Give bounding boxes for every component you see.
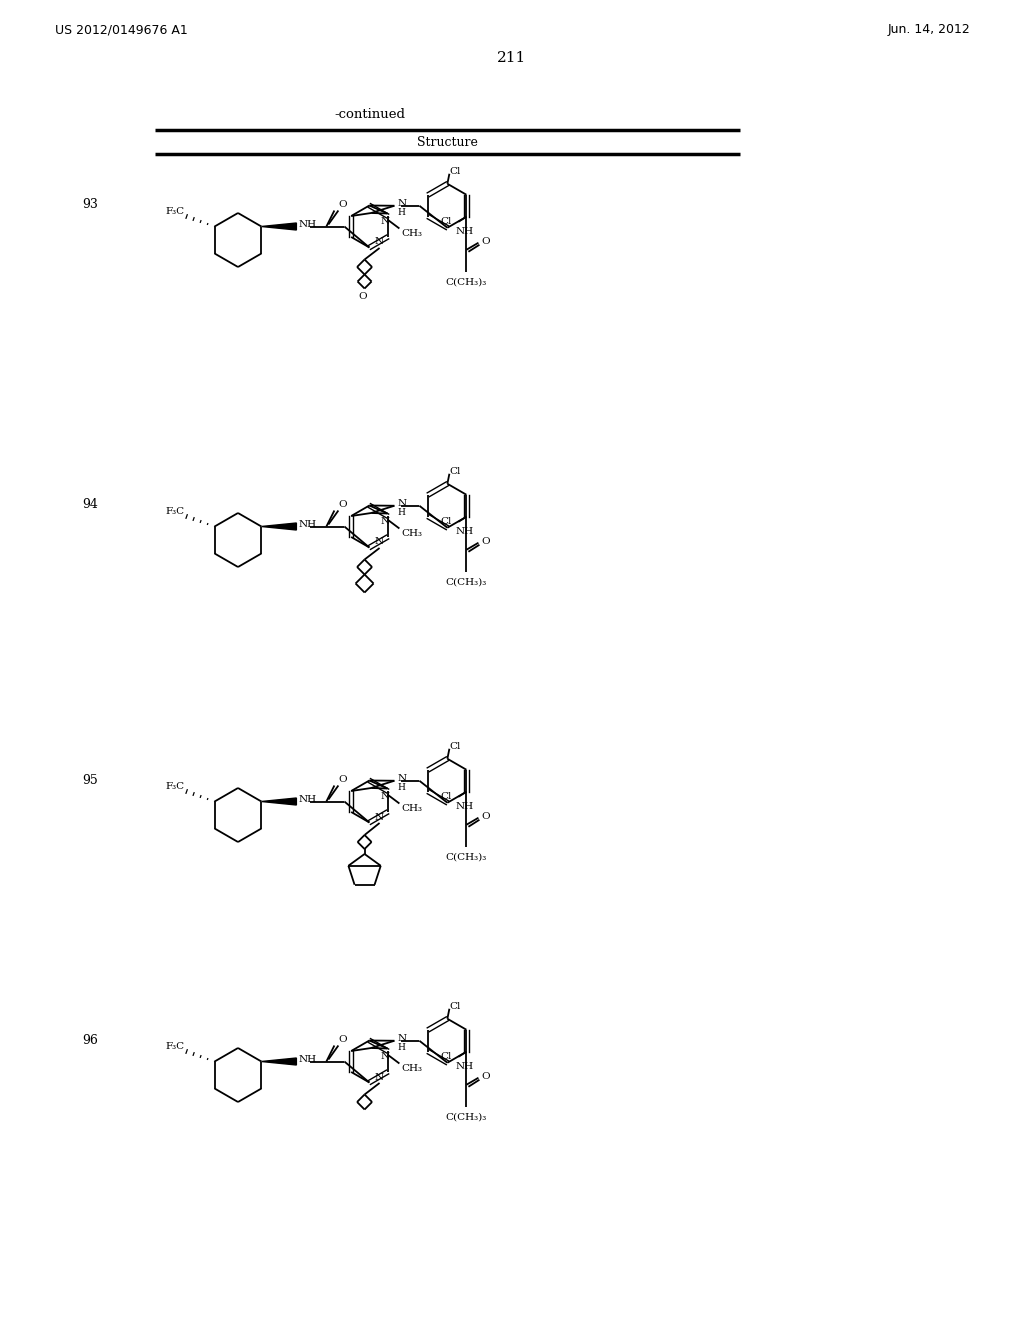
Text: NH: NH: [456, 1063, 473, 1072]
Text: C(CH₃)₃: C(CH₃)₃: [445, 277, 487, 286]
Text: N: N: [397, 1035, 407, 1043]
Text: O: O: [481, 537, 490, 546]
Text: O: O: [338, 1035, 347, 1044]
Text: US 2012/0149676 A1: US 2012/0149676 A1: [55, 24, 187, 37]
Text: NH: NH: [298, 220, 316, 228]
Text: 96: 96: [82, 1034, 98, 1047]
Text: C(CH₃)₃: C(CH₃)₃: [445, 1113, 487, 1121]
Text: N: N: [397, 199, 407, 209]
Text: 95: 95: [82, 774, 97, 787]
Polygon shape: [261, 223, 296, 230]
Text: N: N: [375, 1072, 384, 1081]
Text: N: N: [397, 499, 407, 508]
Text: CH₃: CH₃: [401, 804, 422, 813]
Text: N: N: [375, 238, 384, 247]
Polygon shape: [261, 1059, 296, 1065]
Text: CH₃: CH₃: [401, 1064, 422, 1073]
Text: Cl: Cl: [440, 218, 452, 226]
Polygon shape: [261, 799, 296, 805]
Text: CH₃: CH₃: [401, 228, 422, 238]
Text: Cl: Cl: [450, 742, 461, 751]
Text: 211: 211: [498, 51, 526, 65]
Text: N: N: [397, 775, 407, 783]
Text: O: O: [481, 238, 490, 247]
Text: C(CH₃)₃: C(CH₃)₃: [445, 853, 487, 861]
Text: N: N: [381, 216, 390, 226]
Text: 93: 93: [82, 198, 98, 211]
Text: N: N: [381, 517, 390, 525]
Text: Cl: Cl: [450, 1002, 461, 1011]
Text: O: O: [338, 775, 347, 784]
Text: 94: 94: [82, 499, 98, 511]
Text: N: N: [375, 813, 384, 821]
Text: NH: NH: [298, 795, 316, 804]
Text: Cl: Cl: [440, 792, 452, 801]
Text: NH: NH: [456, 227, 473, 236]
Text: O: O: [358, 292, 367, 301]
Text: Cl: Cl: [440, 1052, 452, 1061]
Text: NH: NH: [298, 1055, 316, 1064]
Text: O: O: [338, 500, 347, 510]
Text: N: N: [375, 537, 384, 546]
Text: O: O: [481, 812, 490, 821]
Text: C(CH₃)₃: C(CH₃)₃: [445, 577, 487, 586]
Text: -continued: -continued: [335, 108, 406, 121]
Text: O: O: [338, 201, 347, 209]
Text: NH: NH: [298, 520, 316, 529]
Text: CH₃: CH₃: [401, 529, 422, 539]
Text: Cl: Cl: [450, 467, 461, 477]
Text: N: N: [381, 792, 390, 801]
Polygon shape: [261, 523, 296, 531]
Text: Jun. 14, 2012: Jun. 14, 2012: [887, 24, 970, 37]
Text: Structure: Structure: [417, 136, 477, 149]
Text: F₃C: F₃C: [166, 507, 184, 516]
Text: NH: NH: [456, 803, 473, 812]
Text: N: N: [381, 1052, 390, 1061]
Text: F₃C: F₃C: [166, 1041, 184, 1051]
Text: H: H: [397, 783, 406, 792]
Text: H: H: [397, 209, 406, 218]
Text: H: H: [397, 1043, 406, 1052]
Text: Cl: Cl: [450, 168, 461, 177]
Text: F₃C: F₃C: [166, 781, 184, 791]
Text: Cl: Cl: [440, 517, 452, 527]
Text: NH: NH: [456, 527, 473, 536]
Text: O: O: [481, 1072, 490, 1081]
Text: H: H: [397, 508, 406, 517]
Text: F₃C: F₃C: [166, 207, 184, 216]
